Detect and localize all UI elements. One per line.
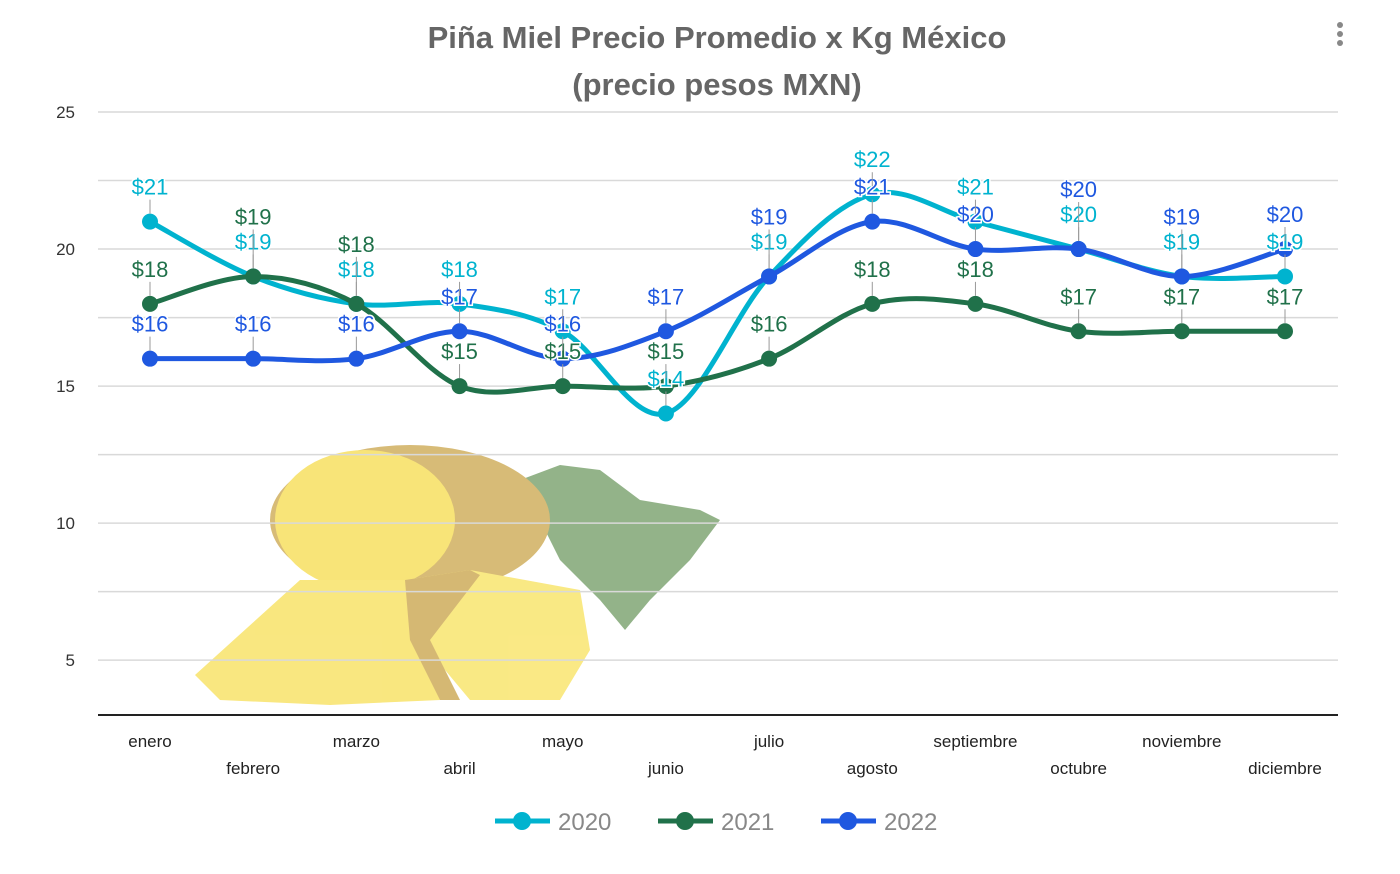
data-label-2022: $20 (1060, 177, 1097, 202)
data-point-2022[interactable] (864, 213, 881, 230)
data-label-2021: $15 (648, 339, 685, 364)
x-tick-label: febrero (226, 759, 280, 778)
legend-label-2022[interactable]: 2022 (884, 809, 937, 836)
data-point-2022[interactable] (348, 350, 365, 367)
data-label-2021: $17 (1267, 284, 1304, 309)
data-point-2020[interactable] (967, 213, 984, 230)
data-label-2022: $17 (648, 284, 685, 309)
data-label-2022: $19 (1163, 204, 1200, 229)
data-point-2021[interactable] (245, 268, 262, 285)
chart-subtitle: (precio pesos MXN) (572, 67, 861, 102)
data-label-2022: $17 (441, 284, 478, 309)
chart-title: Piña Miel Precio Promedio x Kg México (428, 20, 1007, 55)
data-point-2021[interactable] (761, 350, 778, 367)
data-point-2022[interactable] (761, 268, 778, 285)
data-label-2020: $21 (132, 175, 169, 200)
data-point-2022[interactable] (245, 350, 262, 367)
data-label-2021: $18 (132, 257, 169, 282)
legend-marker (676, 812, 694, 830)
x-tick-label: noviembre (1142, 732, 1221, 751)
x-tick-label: diciembre (1248, 759, 1322, 778)
data-label-2021: $16 (751, 312, 788, 337)
data-label-2022: $19 (751, 204, 788, 229)
y-tick-label: 15 (56, 377, 75, 396)
y-tick-label: 25 (56, 103, 75, 122)
data-label-2020: $21 (957, 175, 994, 200)
x-tick-label: septiembre (933, 732, 1017, 751)
data-point-2021[interactable] (451, 378, 468, 395)
data-label-2021: $18 (957, 257, 994, 282)
data-label-2021: $19 (235, 204, 272, 229)
x-tick-label: abril (443, 759, 475, 778)
data-point-2020[interactable] (1277, 268, 1293, 285)
data-label-2022: $20 (1267, 202, 1304, 227)
x-tick-label: enero (128, 732, 171, 751)
data-label-2021: $17 (1163, 284, 1200, 309)
data-point-2020[interactable] (657, 405, 674, 422)
pineapple-image (195, 445, 720, 705)
data-point-2021[interactable] (554, 378, 571, 395)
data-point-2021[interactable] (1070, 323, 1087, 340)
legend-label-2021[interactable]: 2021 (721, 809, 774, 836)
legend-label-2020[interactable]: 2020 (558, 809, 611, 836)
data-point-2020[interactable] (554, 323, 571, 340)
data-point-2021[interactable] (1277, 323, 1293, 340)
data-label-2021: $18 (854, 257, 891, 282)
data-point-2022[interactable] (1277, 241, 1293, 258)
data-point-2021[interactable] (1173, 323, 1190, 340)
data-point-2021[interactable] (967, 295, 984, 312)
x-tick-label: marzo (333, 732, 380, 751)
data-label-2022: $16 (338, 312, 375, 337)
data-point-2020[interactable] (451, 295, 468, 312)
data-label-2020: $17 (544, 284, 581, 309)
series-line-2022 (149, 218, 1286, 364)
more-vertical-icon[interactable] (1332, 20, 1348, 50)
x-tick-label: mayo (542, 732, 584, 751)
data-point-2021[interactable] (657, 378, 674, 395)
x-tick-label: junio (647, 759, 684, 778)
data-point-2022[interactable] (451, 323, 468, 340)
legend-marker (839, 812, 857, 830)
y-tick-label: 20 (56, 240, 75, 259)
data-point-2022[interactable] (967, 241, 984, 258)
data-label-2022: $16 (235, 312, 272, 337)
data-point-2022[interactable] (142, 350, 158, 367)
data-point-2020[interactable] (142, 213, 158, 230)
data-point-2022[interactable] (657, 323, 674, 340)
data-label-2021: $17 (1060, 284, 1097, 309)
data-label-2021: $15 (441, 339, 478, 364)
data-point-2022[interactable] (554, 350, 571, 367)
data-label-2020: $22 (854, 147, 891, 172)
y-tick-label: 10 (56, 514, 75, 533)
legend-marker (513, 812, 531, 830)
series-line-2021 (149, 273, 1285, 395)
data-point-2021[interactable] (864, 295, 881, 312)
data-point-2021[interactable] (142, 295, 158, 312)
data-point-2021[interactable] (348, 295, 365, 312)
y-tick-label: 5 (66, 651, 75, 670)
data-label-2020: $18 (441, 257, 478, 282)
data-label-2022: $16 (132, 312, 169, 337)
data-label-2021: $18 (338, 232, 375, 257)
data-point-2020[interactable] (864, 186, 881, 203)
data-label-2022: $20 (957, 202, 994, 227)
data-point-2022[interactable] (1070, 241, 1087, 258)
x-tick-label: julio (753, 732, 784, 751)
x-tick-label: octubre (1050, 759, 1107, 778)
x-tick-label: agosto (847, 759, 898, 778)
data-point-2022[interactable] (1173, 268, 1190, 285)
